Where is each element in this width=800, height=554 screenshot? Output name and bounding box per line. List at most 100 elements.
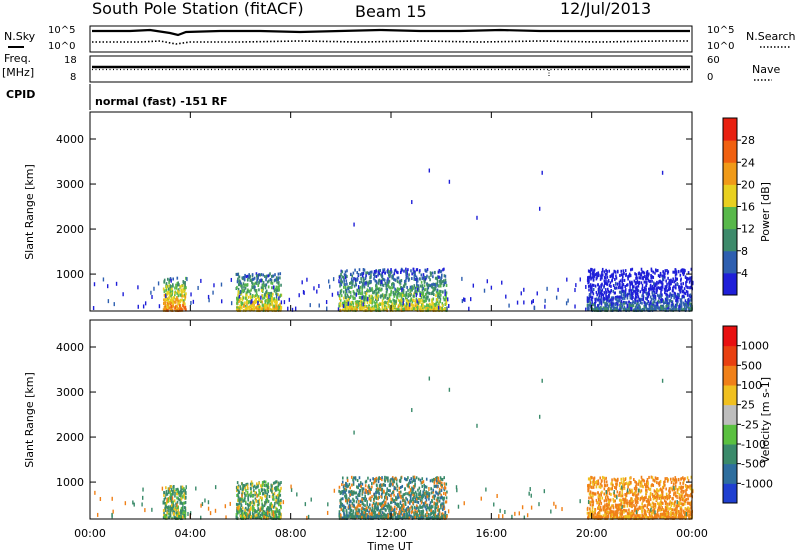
data-point [428,508,431,512]
data-point [422,512,424,516]
data-point [415,512,417,516]
data-point [661,280,663,284]
data-point [651,308,654,312]
data-point [265,299,268,303]
data-point [253,489,255,493]
data-point [246,486,249,490]
data-point [416,303,418,307]
data-point [338,304,340,308]
data-point [651,284,654,288]
data-point [438,295,441,299]
data-point [423,491,426,495]
data-point [628,302,631,306]
data-point [617,303,619,307]
data-point [396,293,399,297]
data-point [430,512,433,516]
data-point [237,283,240,287]
data-point [379,483,382,487]
data-point [657,286,660,290]
data-point [586,296,589,301]
data-point [670,295,673,299]
data-point [252,501,255,505]
data-point [389,297,391,301]
data-point [260,300,262,304]
data-point [337,291,339,296]
data-point [400,308,403,312]
data-point [392,480,394,484]
data-point [375,515,378,519]
data-point [355,302,358,306]
data-point [415,277,417,281]
data-point [339,304,342,308]
data-point [356,277,359,281]
data-point [255,281,258,285]
data-point [245,482,248,486]
data-point [263,492,265,496]
data-point [350,516,353,520]
data-point [639,301,642,305]
data-point [599,298,601,302]
data-point [440,278,442,282]
data-point [171,292,173,296]
data-point [686,303,689,307]
data-point [251,501,253,505]
data-point [242,484,245,488]
data-point [254,285,256,289]
data-point [169,285,172,289]
data-point [393,477,396,481]
data-point [278,489,281,493]
data-point [182,489,185,493]
data-point [444,302,447,306]
data-point [163,511,165,515]
data-point [244,516,246,520]
data-point [390,494,392,498]
data-point [373,274,376,278]
data-point [237,295,240,299]
data-point [409,499,411,503]
data-point [351,512,353,516]
data-point [249,503,252,507]
data-point [190,292,192,297]
data-point [413,505,416,509]
data-point [603,297,606,301]
data-point [399,490,402,494]
data-point [423,280,426,284]
data-point [406,498,409,502]
data-point [366,289,368,293]
data-point [677,270,680,274]
data-point [332,277,335,282]
data-point [619,304,621,308]
data-point [639,308,642,312]
data-point [685,284,687,288]
data-point [664,291,666,295]
data-point [411,303,414,307]
data-point [338,485,341,489]
data-point [346,485,348,489]
data-point [641,270,644,274]
data-point [609,290,612,294]
data-point [361,301,363,305]
data-point [378,306,380,310]
data-point [588,284,591,288]
data-point [183,510,185,514]
data-point [379,487,382,491]
data-point [373,494,376,498]
data-point [603,279,606,283]
data-point [364,512,367,516]
data-point [249,494,252,498]
data-point [674,273,677,277]
data-point [642,270,645,274]
data-point [624,301,627,305]
data-point [246,502,249,506]
data-point [424,277,427,281]
data-point [597,304,600,308]
data-point [237,308,240,312]
data-point [407,301,410,305]
data-point [665,304,668,308]
data-point [301,280,303,285]
data-point [163,501,165,505]
data-point [352,302,354,306]
data-point [252,499,254,503]
data-point [444,292,446,297]
data-point [404,282,407,286]
